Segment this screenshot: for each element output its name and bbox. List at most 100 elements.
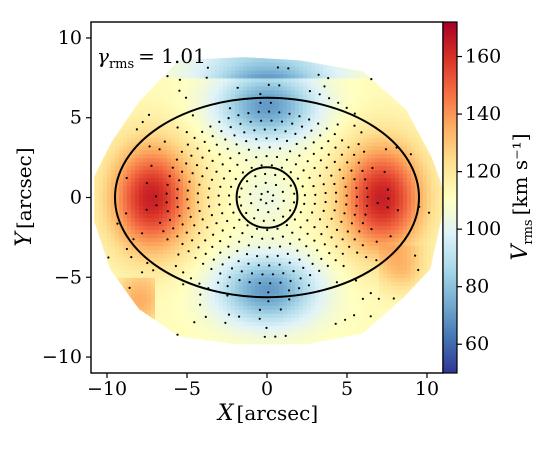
map-cell <box>287 225 292 231</box>
map-cell <box>267 337 272 342</box>
map-cell <box>327 329 332 334</box>
map-cell <box>287 237 292 242</box>
map-cell <box>283 101 288 107</box>
map-cell <box>183 229 188 234</box>
map-cell <box>239 73 244 79</box>
map-cell <box>275 57 280 59</box>
map-cell <box>299 249 304 254</box>
map-cell <box>247 157 252 163</box>
map-cell <box>227 129 232 135</box>
map-cell <box>259 173 264 179</box>
map-cell <box>175 281 180 286</box>
map-cell <box>103 345 108 350</box>
map-cell <box>279 265 284 270</box>
map-cell <box>203 233 208 238</box>
map-cell <box>307 257 312 262</box>
map-cell <box>259 177 264 183</box>
map-cell <box>299 141 304 147</box>
map-cell <box>267 229 272 234</box>
map-cell <box>311 253 316 258</box>
map-cell <box>223 217 228 223</box>
map-cell <box>231 185 236 191</box>
map-cell <box>327 245 332 250</box>
map-cell <box>175 349 180 354</box>
map-cell <box>215 297 220 302</box>
map-cell <box>315 129 320 135</box>
map-cell <box>111 281 116 286</box>
map-cell <box>175 169 180 175</box>
map-cell <box>131 157 136 163</box>
map-cell <box>283 301 288 306</box>
map-cell <box>331 277 336 282</box>
map-cell <box>243 333 248 338</box>
map-cell <box>279 229 284 234</box>
map-cell <box>283 141 288 147</box>
map-cell <box>175 329 180 334</box>
map-cell <box>255 201 260 207</box>
map-cell <box>335 189 340 195</box>
map-cell <box>155 149 160 155</box>
map-cell <box>327 157 332 163</box>
map-cell <box>299 217 304 223</box>
map-cell <box>99 341 104 345</box>
map-cell <box>227 57 232 59</box>
map-cell <box>295 269 300 274</box>
map-cell <box>295 273 300 278</box>
map-cell <box>199 165 204 171</box>
map-cell <box>263 237 268 242</box>
map-cell <box>255 317 260 322</box>
map-cell <box>195 253 200 258</box>
map-cell <box>307 233 312 238</box>
map-cell <box>195 293 200 298</box>
map-cell <box>215 57 220 63</box>
map-cell <box>291 125 296 131</box>
map-cell <box>147 89 152 95</box>
map-cell <box>331 321 336 326</box>
map-cell <box>107 193 112 199</box>
map-cell <box>323 233 328 238</box>
map-cell <box>323 121 328 127</box>
map-cell <box>299 305 304 310</box>
map-cell <box>219 169 224 175</box>
map-cell <box>171 69 176 75</box>
map-cell <box>151 109 156 115</box>
map-cell <box>311 309 316 314</box>
map-cell <box>195 93 200 99</box>
map-cell <box>283 161 288 167</box>
map-cell <box>191 221 196 227</box>
map-cell <box>255 305 260 310</box>
map-cell <box>159 285 164 290</box>
map-cell <box>187 213 192 219</box>
map-cell <box>311 129 316 135</box>
map-cell <box>291 205 296 211</box>
map-cell <box>231 313 236 318</box>
map-cell <box>319 153 324 159</box>
map-cell <box>279 125 284 131</box>
map-cell <box>271 249 276 254</box>
map-cell <box>115 129 120 135</box>
map-cell <box>299 46 304 51</box>
map-cell <box>159 169 164 175</box>
map-cell <box>311 89 316 95</box>
map-cell <box>291 217 296 223</box>
map-cell <box>287 46 292 51</box>
map-cell <box>227 46 232 51</box>
map-cell <box>295 137 300 143</box>
map-cell <box>131 261 136 266</box>
map-cell <box>331 117 336 123</box>
map-cell <box>323 285 328 290</box>
map-cell <box>159 293 164 298</box>
map-cell <box>99 169 104 175</box>
map-cell <box>127 177 132 183</box>
map-cell <box>95 209 100 215</box>
map-cell <box>207 85 212 91</box>
map-cell <box>247 309 252 314</box>
map-cell <box>279 77 284 83</box>
map-cell <box>295 289 300 294</box>
map-cell <box>243 181 248 187</box>
map-cell <box>147 281 152 286</box>
map-cell <box>223 285 228 290</box>
map-cell <box>259 241 264 246</box>
map-cell <box>259 137 264 143</box>
map-cell <box>319 181 324 187</box>
